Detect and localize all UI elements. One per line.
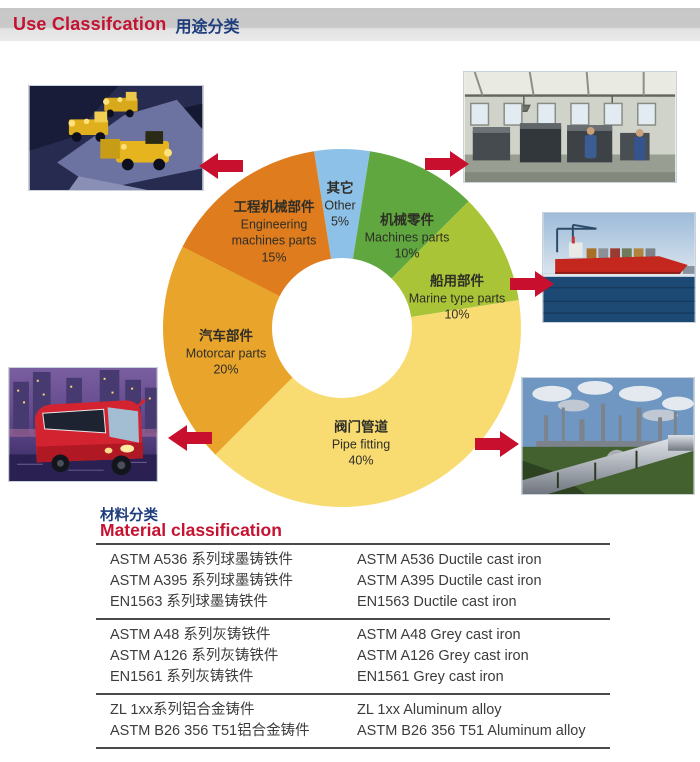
donut-segment-pipe-fitting <box>215 299 521 507</box>
chart-label-motorcar-parts: 汽车部件 Motorcar parts 20% <box>185 328 267 377</box>
material-name-english: ZL 1xx Aluminum alloy <box>357 702 502 718</box>
construction-machinery-image <box>29 86 203 190</box>
material-name-chinese: ASTM A536 系列球墨铸铁件 <box>110 552 293 568</box>
material-classification-table: ASTM A536 系列球墨铸铁件 ASTM A536 Ductile cast… <box>96 543 610 749</box>
material-name-english: EN1563 Ductile cast iron <box>357 594 517 610</box>
table-row: EN1563 系列球墨铸铁件 EN1563 Ductile cast iron <box>96 592 610 613</box>
material-name-english: ASTM A395 Ductile cast iron <box>357 573 542 589</box>
table-row: ASTM A395 系列球墨铸铁件 ASTM A395 Ductile cast… <box>96 571 610 592</box>
arrow-right-icon <box>510 271 554 297</box>
material-section-title-chinese: 材料分类 <box>100 508 158 524</box>
material-name-chinese: ASTM B26 356 T51铝合金铸件 <box>110 723 310 739</box>
material-name-chinese: EN1561 系列灰铸铁件 <box>110 669 254 685</box>
material-name-chinese: ASTM A126 系列灰铸铁件 <box>110 648 279 664</box>
photo-construction-machinery <box>28 85 204 191</box>
material-name-chinese: ASTM A48 系列灰铸铁件 <box>110 627 271 643</box>
chart-percent-motorcar-parts: 20% <box>213 362 239 377</box>
material-name-english: ASTM A48 Grey cast iron <box>357 627 521 643</box>
photo-machine-workshop <box>463 71 677 183</box>
chart-label-marine-type-parts: 船用部件 Marine type parts 10% <box>408 273 506 322</box>
material-name-english: ASTM A126 Grey cast iron <box>357 648 529 664</box>
chart-percent-pipe-fitting: 40% <box>348 453 374 468</box>
table-row: ASTM A48 系列灰铸铁件 ASTM A48 Grey cast iron <box>96 625 610 646</box>
machine-workshop-image <box>464 72 676 182</box>
table-row: ASTM A536 系列球墨铸铁件 ASTM A536 Ductile cast… <box>96 550 610 571</box>
table-row: ASTM B26 356 T51铝合金铸件 ASTM B26 356 T51 A… <box>96 721 610 742</box>
donut-segment-motorcar-parts <box>163 246 293 455</box>
material-group-grey-iron: ASTM A48 系列灰铸铁件 ASTM A48 Grey cast iron … <box>96 620 610 695</box>
photo-pipeline-plant <box>521 377 695 495</box>
material-section-title-english: Material classification <box>100 520 282 540</box>
table-row: ZL 1xx系列铝合金铸件 ZL 1xx Aluminum alloy <box>96 700 610 721</box>
chart-percent-other: 5% <box>330 214 350 229</box>
chart-percent-engineering-machines-parts: 15% <box>261 250 287 265</box>
material-group-aluminum: ZL 1xx系列铝合金铸件 ZL 1xx Aluminum alloy ASTM… <box>96 695 610 749</box>
table-row: ASTM A126 系列灰铸铁件 ASTM A126 Grey cast iro… <box>96 646 610 667</box>
cargo-ship-image <box>543 213 695 322</box>
table-row: EN1561 系列灰铸铁件 EN1561 Grey cast iron <box>96 667 610 688</box>
photo-cargo-ship <box>542 212 696 323</box>
chart-label-pipe-fitting: 阀门管道 Pipe fitting 40% <box>331 419 391 468</box>
arrow-right-icon <box>425 151 469 177</box>
material-group-ductile-iron: ASTM A536 系列球墨铸铁件 ASTM A536 Ductile cast… <box>96 545 610 620</box>
material-name-english: ASTM A536 Ductile cast iron <box>357 552 542 568</box>
donut-segment-marine-type-parts <box>391 201 519 318</box>
donut-segment-other <box>313 149 371 259</box>
page-header-bar: Use Classifcation 用途分类 <box>0 8 700 41</box>
page-title-english: Use Classifcation <box>13 14 167 34</box>
arrow-left-icon <box>168 425 212 451</box>
donut-segment-engineering-machines-parts <box>182 151 332 297</box>
page-title-chinese: 用途分类 <box>175 18 240 36</box>
chart-label-machines-parts: 机械零件 Machines parts 10% <box>364 212 450 261</box>
photo-motor-coach <box>8 367 158 482</box>
pipeline-plant-image <box>522 378 694 494</box>
material-name-chinese: EN1563 系列球墨铸铁件 <box>110 594 268 610</box>
material-name-chinese: ZL 1xx系列铝合金铸件 <box>110 702 255 718</box>
donut-segment-machines-parts <box>352 151 469 279</box>
chart-label-other: 其它 Other 5% <box>324 180 356 229</box>
arrow-right-icon <box>475 431 519 457</box>
material-name-english: EN1561 Grey cast iron <box>357 669 504 685</box>
chart-percent-machines-parts: 10% <box>394 246 420 261</box>
use-classification-donut-chart <box>163 149 521 507</box>
chart-label-engineering-machines-parts: 工程机械部件 Engineering machines parts 15% <box>213 198 335 265</box>
material-name-english: ASTM B26 356 T51 Aluminum alloy <box>357 723 586 739</box>
arrow-left-icon <box>199 153 243 179</box>
motor-coach-image <box>9 368 157 481</box>
material-name-chinese: ASTM A395 系列球墨铸铁件 <box>110 573 293 589</box>
chart-percent-marine-type-parts: 10% <box>444 307 470 322</box>
